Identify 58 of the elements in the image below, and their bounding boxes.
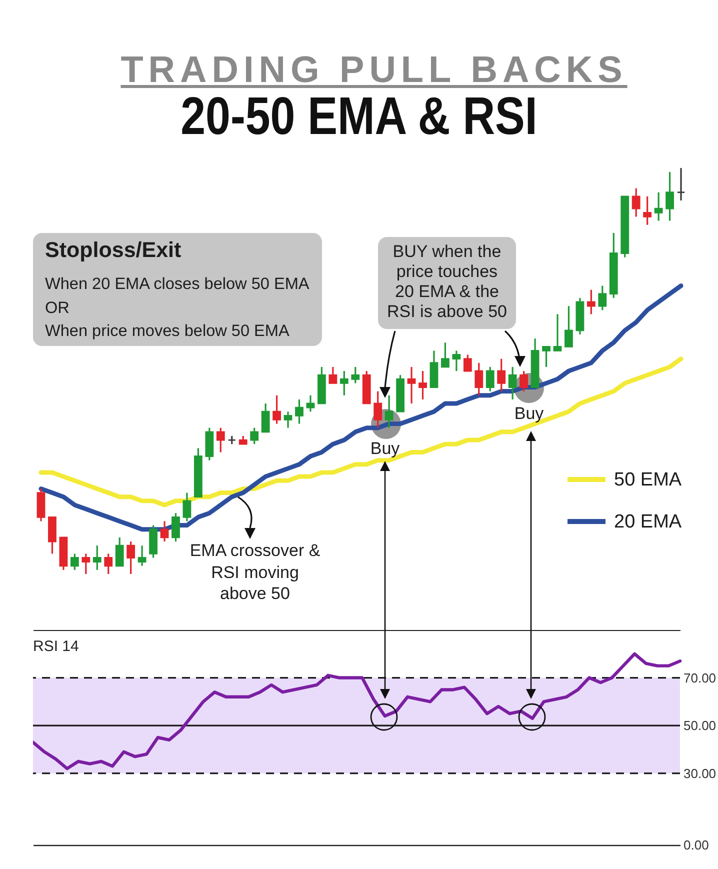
- candlestick: [407, 366, 416, 404]
- candlestick: [497, 358, 506, 392]
- candlestick: [374, 390, 382, 429]
- candlestick: [452, 350, 461, 372]
- legend-label: 20 EMA: [614, 512, 682, 532]
- candlestick: [115, 536, 124, 567]
- y-tick-label: 70.00: [684, 670, 716, 686]
- annotation: BUY when the price touches 20 EMA & the RSI is above 50: [386, 242, 508, 322]
- candlestick: [564, 305, 573, 348]
- annotation: Buy: [514, 404, 544, 424]
- candlestick: [508, 366, 517, 400]
- candlestick: [182, 492, 192, 522]
- candlestick: [82, 552, 90, 574]
- line-series: [33, 652, 682, 770]
- candlestick: [284, 410, 292, 429]
- candlestick: [553, 313, 562, 352]
- candlestick: [632, 188, 640, 218]
- candlestick: [272, 394, 281, 425]
- candlestick: [340, 370, 348, 396]
- candlestick: [676, 168, 686, 202]
- y-tick-label: 0.00: [684, 838, 709, 852]
- candlestick: [520, 370, 528, 392]
- candlestick: [261, 402, 270, 433]
- annotation: Stoploss/Exit: [45, 238, 182, 263]
- text: RSI 14: [33, 638, 79, 655]
- chart-subtitle: 20-50 EMA & RSI: [180, 87, 538, 146]
- candlestick: [474, 362, 484, 396]
- candlestick: [666, 171, 674, 222]
- legend-label: 50 EMA: [614, 470, 682, 490]
- candlestick: [295, 398, 304, 425]
- y-tick-label: 30.00: [684, 766, 716, 781]
- candlestick: [126, 540, 136, 574]
- candlestick: [92, 544, 102, 571]
- annotation: When 20 EMA closes below 50 EMA OR When price moves below 50 EMA: [45, 274, 310, 342]
- candlestick: [384, 394, 394, 429]
- candlestick: [598, 284, 607, 311]
- candlestick: [172, 512, 180, 542]
- candlestick: [160, 520, 169, 542]
- candlestick: [542, 346, 550, 368]
- candlestick: [643, 196, 652, 226]
- candlestick: [441, 342, 450, 368]
- annotation: Buy: [370, 439, 400, 459]
- y-tick-label: 50.00: [684, 718, 716, 734]
- candlestick: [486, 366, 494, 392]
- candlestick: [216, 427, 225, 453]
- candlestick: [104, 552, 113, 574]
- candlestick: [138, 544, 146, 567]
- candlestick: [250, 427, 259, 445]
- candlestick: [463, 354, 472, 372]
- candlestick: [351, 366, 360, 384]
- annotation: EMA crossover & RSI moving above 50: [190, 540, 320, 604]
- candlestick: [586, 289, 596, 315]
- candlestick: [328, 366, 338, 384]
- candlestick: [306, 394, 315, 412]
- candlestick: [418, 370, 427, 400]
- candlestick: [70, 552, 79, 571]
- chart-title: TRADING PULL BACKS: [120, 49, 628, 90]
- candlestick: [654, 192, 663, 222]
